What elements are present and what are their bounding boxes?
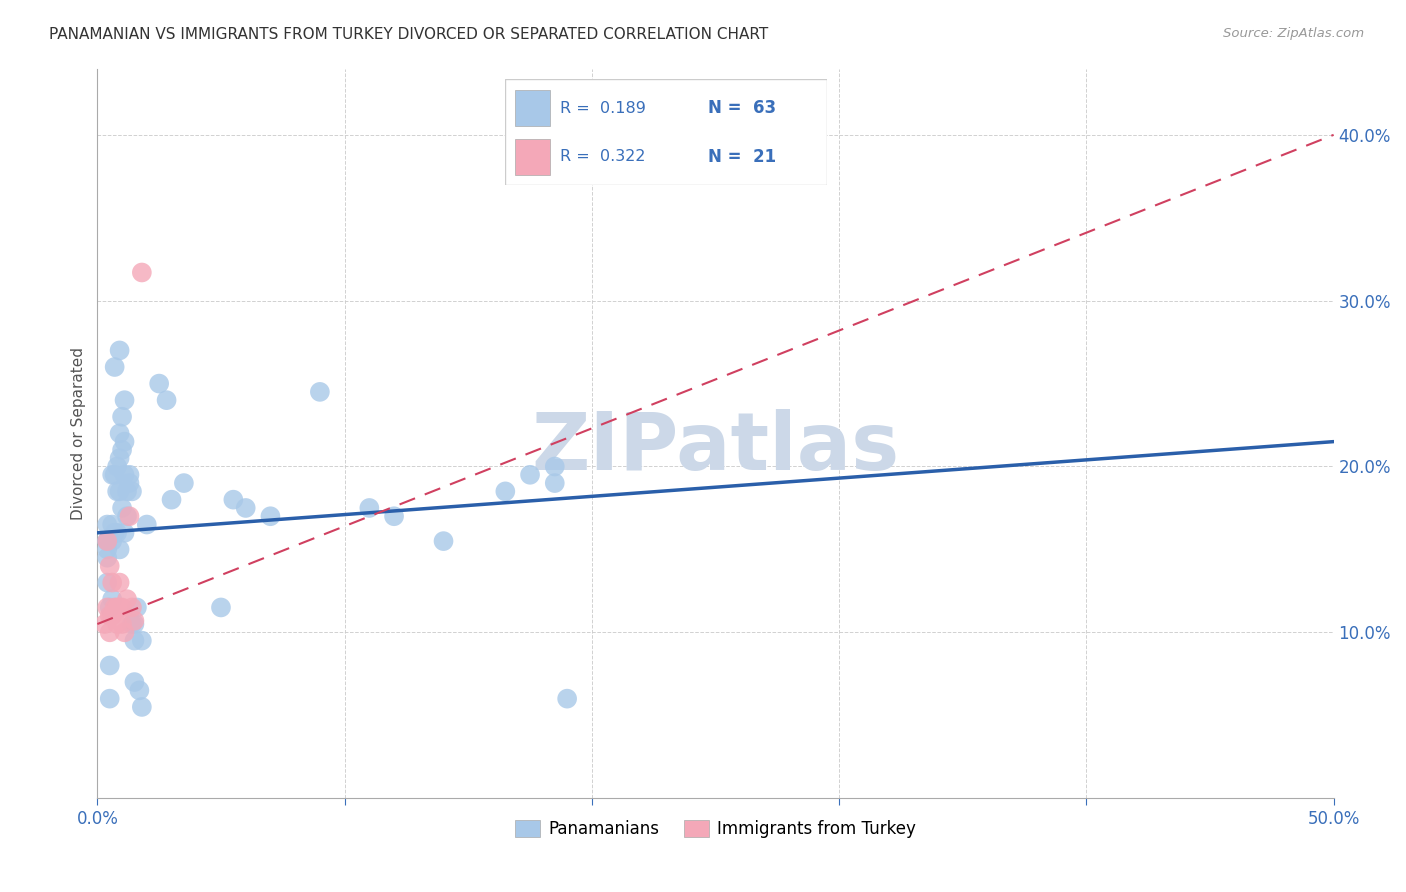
Point <box>96 534 118 549</box>
Point <box>111 409 134 424</box>
Point <box>235 500 257 515</box>
Point <box>104 525 127 540</box>
Text: ZIPatlas: ZIPatlas <box>531 409 900 487</box>
Point <box>108 484 131 499</box>
Point <box>96 600 118 615</box>
Point <box>104 359 127 374</box>
Y-axis label: Divorced or Separated: Divorced or Separated <box>72 347 86 520</box>
Point <box>114 467 136 482</box>
Point <box>124 614 146 628</box>
Point <box>160 492 183 507</box>
Point <box>544 459 567 474</box>
Text: PANAMANIAN VS IMMIGRANTS FROM TURKEY DIVORCED OR SEPARATED CORRELATION CHART: PANAMANIAN VS IMMIGRANTS FROM TURKEY DIV… <box>49 27 769 42</box>
Point <box>115 509 138 524</box>
Point <box>101 592 124 607</box>
Point <box>121 617 143 632</box>
Point <box>135 517 157 532</box>
Point <box>544 476 567 491</box>
Legend: Panamanians, Immigrants from Turkey: Panamanians, Immigrants from Turkey <box>508 813 922 845</box>
Point <box>115 484 138 499</box>
Point <box>111 617 134 632</box>
Point <box>209 600 232 615</box>
Point <box>125 600 148 615</box>
Point <box>98 559 121 574</box>
Point <box>104 467 127 482</box>
Point <box>98 608 121 623</box>
Point <box>118 476 141 491</box>
Point <box>124 617 146 632</box>
Point <box>131 265 153 279</box>
Point <box>359 500 381 515</box>
Point <box>108 451 131 466</box>
Text: Source: ZipAtlas.com: Source: ZipAtlas.com <box>1223 27 1364 40</box>
Point <box>101 467 124 482</box>
Point <box>98 691 121 706</box>
Point <box>111 500 134 515</box>
Point <box>101 517 124 532</box>
Point <box>118 467 141 482</box>
Point <box>121 600 143 615</box>
Point <box>98 625 121 640</box>
Point <box>101 608 124 623</box>
Point <box>96 534 118 549</box>
Point <box>124 633 146 648</box>
Point <box>105 600 128 615</box>
Point <box>98 600 121 615</box>
Point <box>114 393 136 408</box>
Point <box>96 542 118 557</box>
Point <box>96 550 118 565</box>
Point <box>114 434 136 449</box>
Point <box>101 575 124 590</box>
Point <box>309 384 332 399</box>
Point <box>382 509 405 524</box>
Point <box>108 600 131 615</box>
Point <box>115 592 138 607</box>
Point <box>94 617 117 632</box>
Point <box>121 484 143 499</box>
Point <box>108 542 131 557</box>
Point <box>98 658 121 673</box>
Point <box>104 600 127 615</box>
Point <box>105 525 128 540</box>
Point <box>108 575 131 590</box>
Point <box>114 625 136 640</box>
Point <box>108 426 131 441</box>
Point <box>105 459 128 474</box>
Point <box>555 691 578 706</box>
Point <box>494 484 516 499</box>
Point <box>114 525 136 540</box>
Point <box>96 575 118 590</box>
Point <box>155 393 177 408</box>
Point <box>519 467 541 482</box>
Point <box>118 509 141 524</box>
Point <box>96 534 118 549</box>
Point <box>222 492 245 507</box>
Point <box>108 343 131 358</box>
Point <box>131 633 153 648</box>
Point <box>259 509 281 524</box>
Point <box>128 683 150 698</box>
Point <box>131 700 153 714</box>
Point <box>111 442 134 457</box>
Point <box>173 476 195 491</box>
Point <box>148 376 170 391</box>
Point <box>432 534 454 549</box>
Point <box>124 675 146 690</box>
Point <box>105 617 128 632</box>
Point <box>101 534 124 549</box>
Point <box>105 484 128 499</box>
Point <box>111 600 134 615</box>
Point <box>96 517 118 532</box>
